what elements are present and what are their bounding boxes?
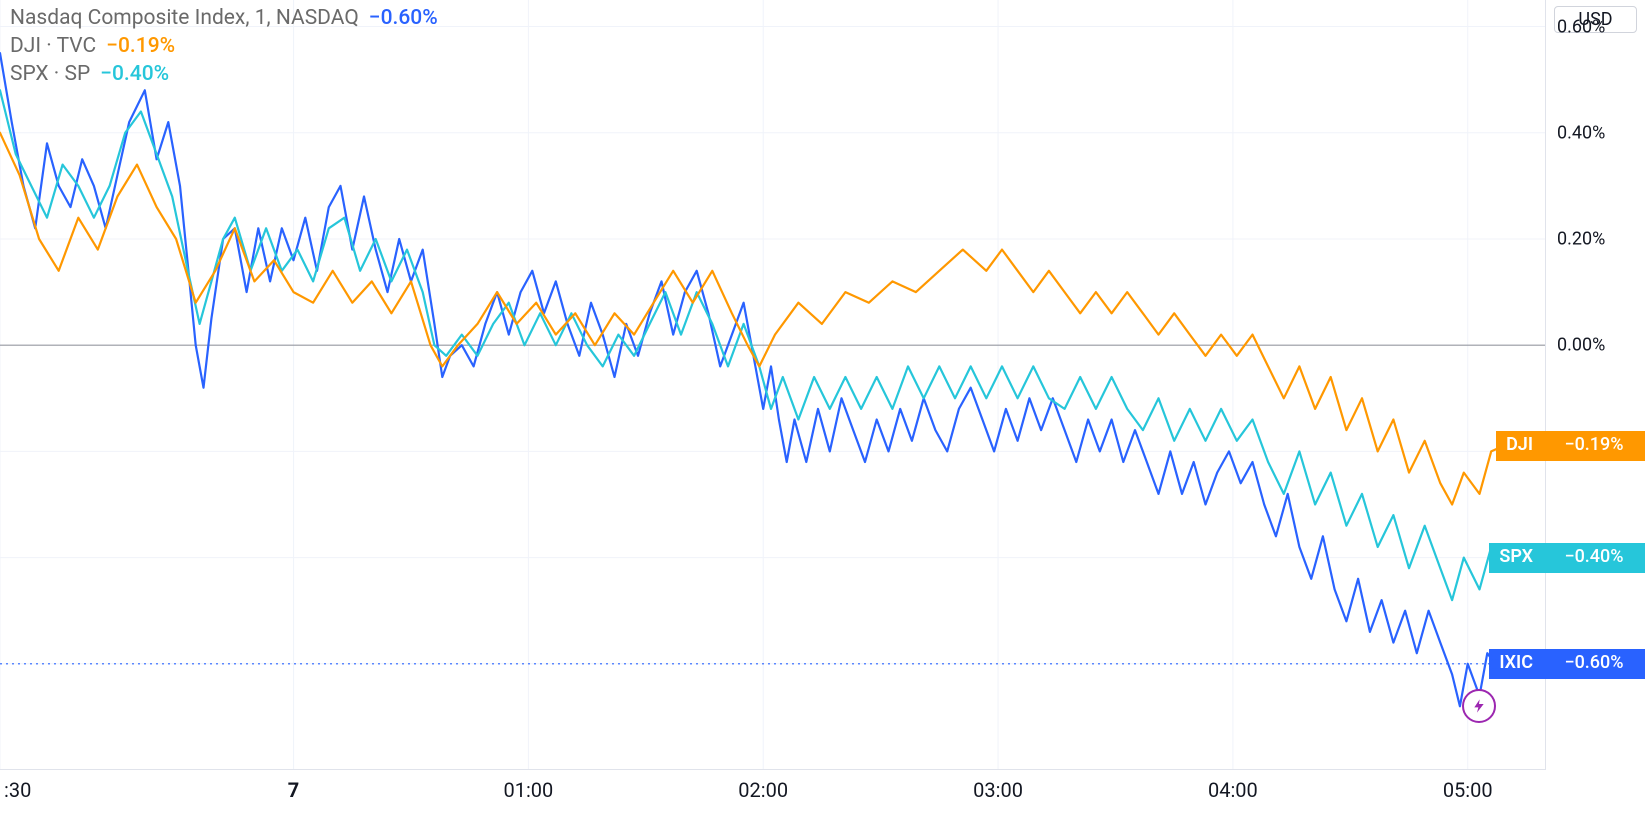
- chart-container: Nasdaq Composite Index, 1, NASDAQ−0.60%D…: [0, 0, 1645, 833]
- legend-row-2[interactable]: SPX · SP −0.40%: [10, 60, 438, 88]
- series-line-ixic[interactable]: [0, 53, 1495, 706]
- legend-pct: −0.40%: [100, 60, 169, 88]
- y-tick: 0.20%: [1549, 228, 1645, 249]
- series-line-dji[interactable]: [0, 133, 1503, 505]
- y-tick: 0.40%: [1549, 122, 1645, 143]
- chart-legend: Nasdaq Composite Index, 1, NASDAQ−0.60%D…: [10, 4, 438, 88]
- x-tick: 03:00: [973, 778, 1023, 802]
- legend-row-1[interactable]: DJI · TVC −0.19%: [10, 32, 438, 60]
- y-tick: 0.60%: [1549, 16, 1645, 37]
- x-tick: 01:00: [503, 778, 553, 802]
- legend-row-0[interactable]: Nasdaq Composite Index, 1, NASDAQ −0.60%: [10, 4, 438, 32]
- legend-pct: −0.19%: [106, 32, 175, 60]
- x-tick: 04:00: [1208, 778, 1258, 802]
- last-price-marker: [1490, 659, 1500, 669]
- legend-pct: −0.60%: [369, 4, 438, 32]
- x-tick: :30: [4, 778, 31, 802]
- chart-plot[interactable]: [0, 0, 1645, 833]
- x-tick: 05:00: [1443, 778, 1493, 802]
- badge-symbol: SPX: [1489, 543, 1543, 573]
- badge-symbol: DJI: [1496, 431, 1543, 461]
- lightning-icon[interactable]: [1462, 689, 1496, 723]
- legend-name: SPX · SP: [10, 60, 90, 88]
- badge-pct: −0.40%: [1543, 543, 1645, 573]
- x-tick: 7: [288, 778, 299, 802]
- y-tick: 0.00%: [1549, 335, 1645, 356]
- legend-name: DJI · TVC: [10, 32, 96, 60]
- legend-name: Nasdaq Composite Index, 1, NASDAQ: [10, 4, 359, 32]
- price-badge-dji[interactable]: DJI−0.19%: [1496, 431, 1645, 461]
- x-tick: 02:00: [738, 778, 788, 802]
- price-badge-ixic[interactable]: IXIC−0.60%: [1489, 649, 1645, 679]
- x-axis[interactable]: :30 7 01:00 02:00 03:00 04:00 05:00: [0, 769, 1546, 833]
- badge-pct: −0.19%: [1543, 431, 1645, 461]
- price-badge-spx[interactable]: SPX−0.40%: [1489, 543, 1645, 573]
- badge-pct: −0.60%: [1543, 649, 1645, 679]
